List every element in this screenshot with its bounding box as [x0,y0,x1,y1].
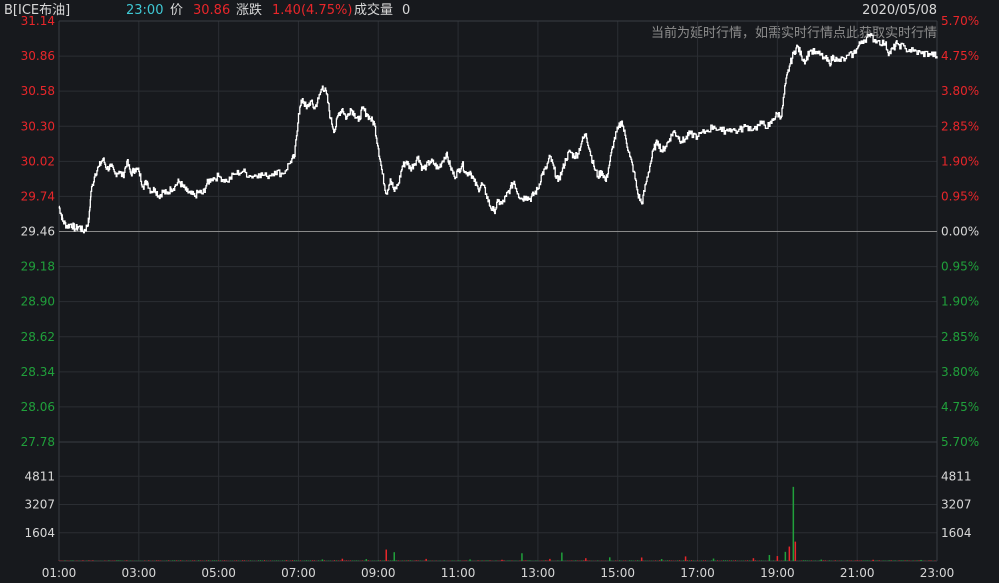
x-tick-label: 19:00 [760,566,795,580]
price-tick-label: 28.06 [21,400,55,414]
price-tick-label: 27.78 [21,435,55,449]
price-tick-label: 29.18 [21,260,55,274]
x-tick-label: 21:00 [840,566,875,580]
x-tick-label: 09:00 [361,566,396,580]
pct-tick-label: 3.80% [941,84,979,98]
price-value: 30.86 [193,3,231,18]
change-value: 1.40(4.75%) [272,3,353,18]
x-tick-label: 23:00 [920,566,955,580]
volume-label: 成交量 [354,3,394,18]
price-tick-label: 28.62 [21,330,55,344]
price-tick-label: 28.90 [21,295,55,309]
x-tick-label: 05:00 [201,566,236,580]
price-tick-label: 29.74 [21,189,55,203]
pct-tick-label: 0.95% [941,260,979,274]
quote-time: 23:00 [126,3,164,18]
pct-tick-label: 5.70% [941,435,979,449]
pct-tick-label: 2.85% [941,330,979,344]
volume-tick-label: 4811 [941,469,972,483]
price-line [58,33,938,234]
price-tick-label: 30.02 [21,154,55,168]
x-tick-label: 17:00 [680,566,715,580]
volume-tick-label: 3207 [941,498,972,512]
quote-date: 2020/05/08 [862,3,937,18]
symbol-label[interactable]: B[ICE布油] [4,3,71,18]
volume-tick-label: 3207 [24,498,55,512]
pct-tick-label: 5.70% [941,14,979,28]
pct-tick-label: 0.95% [941,189,979,203]
price-tick-label: 30.86 [21,49,55,63]
volume-tick-label: 4811 [24,469,55,483]
x-tick-label: 07:00 [281,566,316,580]
price-label: 价 [170,3,184,18]
x-tick-label: 01:00 [42,566,77,580]
pct-tick-label: 0.00% [941,225,979,239]
x-tick-label: 11:00 [441,566,476,580]
delay-notice-link[interactable]: 当前为延时行情，如需实时行情点此获取实时行情 [650,26,937,41]
volume-tick-label: 1604 [24,526,55,540]
pct-tick-label: 1.90% [941,295,979,309]
quote-header: B[ICE布油] 23:00 价 30.86 涨跌 1.40(4.75%) 成交… [0,0,999,22]
volume-value: 0 [402,3,411,18]
pct-tick-label: 4.75% [941,400,979,414]
pct-tick-label: 3.80% [941,365,979,379]
pct-tick-label: 2.85% [941,119,979,133]
price-tick-label: 30.30 [21,119,55,133]
price-tick-label: 30.58 [21,84,55,98]
price-tick-label: 31.14 [21,14,55,28]
pct-tick-label: 1.90% [941,154,979,168]
x-tick-label: 03:00 [122,566,157,580]
price-tick-label: 29.46 [21,225,55,239]
volume-tick-label: 1604 [941,526,972,540]
change-label: 涨跌 [236,3,263,18]
price-tick-label: 28.34 [21,365,55,379]
x-tick-label: 15:00 [600,566,635,580]
x-tick-label: 13:00 [521,566,556,580]
pct-tick-label: 4.75% [941,49,979,63]
